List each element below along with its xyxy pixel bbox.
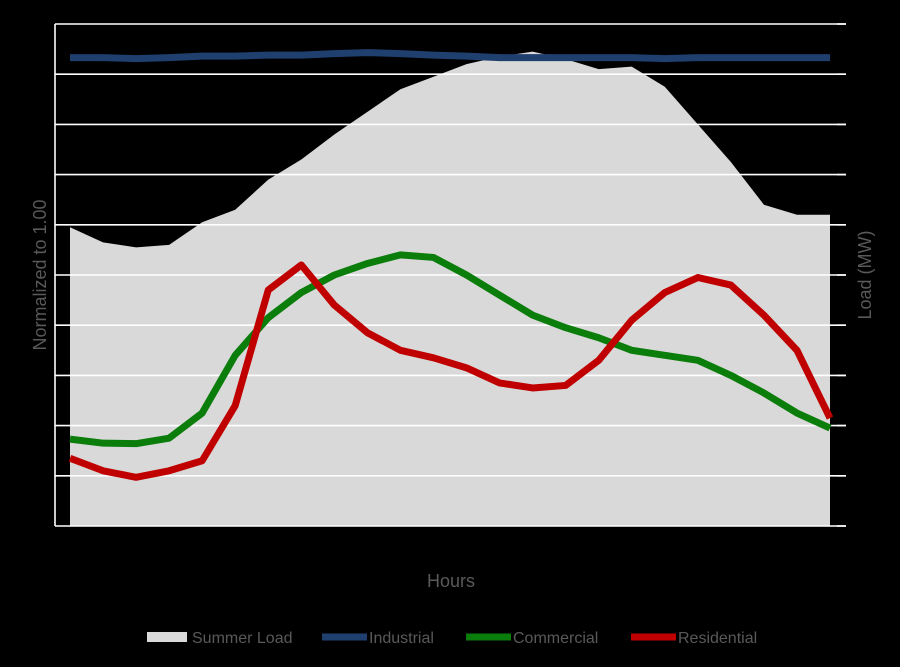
legend-swatch-summer-load xyxy=(147,632,187,642)
y-axis-title-right: Load (MW) xyxy=(855,230,875,319)
series-line-residential xyxy=(68,261,834,481)
legend-label-industrial: Industrial xyxy=(369,630,434,647)
legend-label-residential: Residential xyxy=(678,630,757,647)
series-line-industrial xyxy=(70,49,830,63)
legend-label-summer-load: Summer Load xyxy=(192,630,293,647)
area-layer xyxy=(70,51,830,527)
legend: Summer Load Industrial Commercial Residenti… xyxy=(147,630,757,647)
x-axis-title: Hours xyxy=(427,571,475,591)
y-axis-title-left: Normalized to 1.00 xyxy=(30,199,50,350)
series-lines xyxy=(68,49,834,481)
legend-label-commercial: Commercial xyxy=(513,630,598,647)
axes xyxy=(54,23,846,527)
series-area-summer-load xyxy=(70,51,830,527)
series-line-commercial xyxy=(69,251,832,448)
